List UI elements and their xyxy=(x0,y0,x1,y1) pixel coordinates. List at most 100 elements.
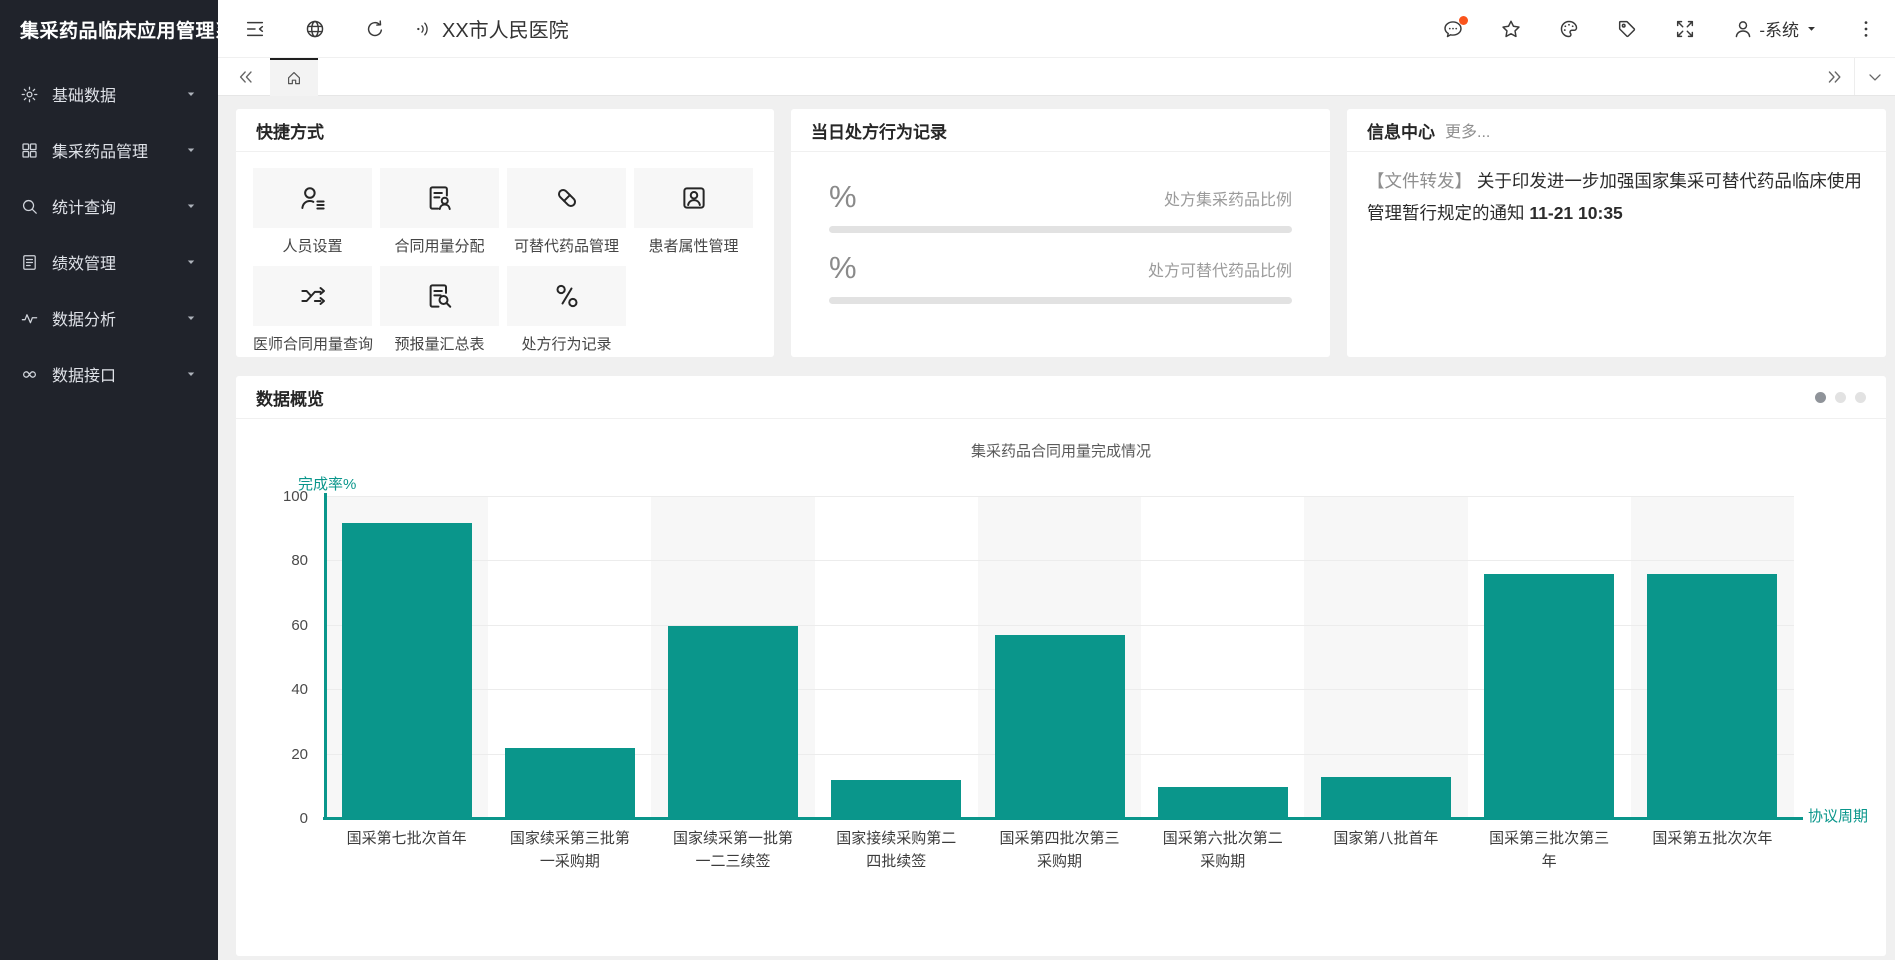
collapse-menu-icon[interactable] xyxy=(244,18,266,40)
y-axis-tick-label: 20 xyxy=(291,745,308,763)
tabs-menu-icon[interactable] xyxy=(1865,67,1885,87)
shortcut-6[interactable]: 预报量汇总表 xyxy=(380,266,499,354)
caret-down-icon xyxy=(184,367,198,381)
tab-home[interactable] xyxy=(270,57,318,96)
sidebar-item-label: 基础数据 xyxy=(52,88,117,105)
chart-bar xyxy=(1647,574,1778,819)
more-options-icon[interactable] xyxy=(1855,18,1877,40)
user-menu[interactable]: -系统 xyxy=(1732,16,1819,41)
shortcut-label: 合同用量分配 xyxy=(394,238,485,255)
sidebar-item-1[interactable]: 基础数据 xyxy=(0,66,218,122)
progress-bar xyxy=(829,297,1292,305)
info-center-card: 信息中心 更多... 【文件转发】 关于印发进一步加强国家集采可替代药品临床使用… xyxy=(1347,109,1886,357)
y-axis-tick-label: 100 xyxy=(282,488,308,505)
sidebar-item-label: 数据分析 xyxy=(52,312,117,329)
user-name: -系统 xyxy=(1759,21,1799,40)
topbar: XX市人民医院 -系统 xyxy=(218,0,1895,57)
shuffle-icon xyxy=(298,281,328,311)
shortcut-tile xyxy=(253,168,372,228)
user-icon xyxy=(1732,18,1754,40)
carousel-dot-1[interactable] xyxy=(1815,391,1826,403)
y-axis-tick-label: 40 xyxy=(291,681,308,699)
info-message-time: 11-21 10:35 xyxy=(1529,202,1623,223)
shortcut-tile xyxy=(380,266,499,326)
link-icon xyxy=(20,365,39,384)
chart-gridline xyxy=(325,560,1794,562)
refresh-icon[interactable] xyxy=(364,18,386,40)
shortcut-5[interactable]: 医师合同用量查询 xyxy=(253,266,374,354)
chart-bar xyxy=(1484,574,1615,819)
caret-down-icon xyxy=(1804,21,1819,36)
y-axis-tick-label: 60 xyxy=(291,616,308,634)
chart-split-band xyxy=(1304,497,1468,819)
sidebar-item-4[interactable]: 绩效管理 xyxy=(0,234,218,290)
carousel-dot-3[interactable] xyxy=(1855,391,1866,403)
shortcut-label: 人员设置 xyxy=(282,238,343,255)
chart-bar xyxy=(831,780,962,819)
data-overview-title: 数据概览 xyxy=(256,389,324,409)
caret-down-icon xyxy=(184,199,198,213)
star-icon[interactable] xyxy=(1500,18,1522,40)
shortcut-tile xyxy=(634,168,753,228)
quick-access-title: 快捷方式 xyxy=(236,109,774,152)
metric-label: 处方可替代药品比例 xyxy=(1147,263,1292,281)
shortcut-7[interactable]: 处方行为记录 xyxy=(507,266,626,354)
chart-bar xyxy=(668,625,799,819)
shortcut-2[interactable]: 合同用量分配 xyxy=(380,168,499,256)
bar-chart: 完成率% 国采第七批次首年 国家续采第三批第 一采购期 国家续采第一批第 一二三续签… xyxy=(236,461,1886,931)
broadcast-icon xyxy=(414,19,434,39)
info-message[interactable]: 【文件转发】 关于印发进一步加强国家集采可替代药品临床使用管理暂行规定的通知 1… xyxy=(1347,152,1886,243)
sidebar-item-2[interactable]: 集采药品管理 xyxy=(0,122,218,178)
shortcut-4[interactable]: 患者属性管理 xyxy=(634,168,753,256)
contract-person-icon xyxy=(425,183,455,213)
chart-plot-area: 国采第七批次首年 国家续采第三批第 一采购期 国家续采第一批第 一二三续签 国家接续采… xyxy=(323,493,1803,870)
sidebar-item-6[interactable]: 数据接口 xyxy=(0,346,218,402)
shortcut-label: 医师合同用量查询 xyxy=(253,336,374,353)
shortcut-3[interactable]: 可替代药品管理 xyxy=(507,168,626,256)
theme-palette-icon[interactable] xyxy=(1558,18,1580,40)
content-area: 快捷方式 人员设置 合同用量分配 可替代药品管理 患者属性管理医师合同用量查询 预报量汇… xyxy=(218,96,1895,960)
data-overview-card: 数据概览 集采药品合同用量完成情况 完成率% 国采第七批次首年 国家续采第三批第 … xyxy=(236,376,1886,956)
chart-gridline xyxy=(325,624,1794,626)
fullscreen-icon[interactable] xyxy=(1674,18,1696,40)
chart-bar xyxy=(504,748,635,819)
hospital-title-group: XX市人民医院 xyxy=(414,14,569,43)
x-axis-category-label: 国采第四批次第三 采购期 xyxy=(999,830,1120,870)
apps-icon xyxy=(20,141,39,160)
shortcut-label: 处方行为记录 xyxy=(521,336,612,353)
chart-gridline xyxy=(325,496,1794,497)
info-center-title: 信息中心 xyxy=(1367,122,1435,142)
hospital-title: XX市人民医院 xyxy=(442,20,569,42)
chart-bar xyxy=(341,522,472,819)
globe-icon[interactable] xyxy=(304,18,326,40)
caret-down-icon xyxy=(184,311,198,325)
shortcut-1[interactable]: 人员设置 xyxy=(253,168,372,256)
patient-badge-icon xyxy=(679,183,709,213)
sidebar-item-5[interactable]: 数据分析 xyxy=(0,290,218,346)
sidebar-item-3[interactable]: 统计查询 xyxy=(0,178,218,234)
metric-2: % 处方可替代药品比例 xyxy=(829,250,1292,305)
data-overview-head: 数据概览 xyxy=(236,376,1886,419)
tabs-scroll-right-icon[interactable] xyxy=(1824,67,1844,87)
progress-bar xyxy=(829,226,1292,234)
x-axis-category-label: 国采第三批次第三 年 xyxy=(1489,830,1610,870)
tag-icon[interactable] xyxy=(1616,18,1638,40)
pulse-icon xyxy=(20,309,39,328)
home-icon xyxy=(285,69,303,87)
metric-top: % 处方可替代药品比例 xyxy=(829,250,1292,286)
sidebar: 集采药品临床应用管理系 基础数据 集采药品管理 统计查询 绩效管理 数据分析 数据接口 xyxy=(0,0,218,960)
metric-value: % xyxy=(829,250,857,286)
tabs-scroll-left-icon[interactable] xyxy=(236,67,256,87)
info-more-link[interactable]: 更多... xyxy=(1445,124,1491,141)
metrics-list: % 处方集采药品比例% 处方可替代药品比例 xyxy=(791,152,1330,305)
metric-top: % 处方集采药品比例 xyxy=(829,179,1292,214)
carousel-dot-2[interactable] xyxy=(1835,391,1846,403)
info-center-head: 信息中心 更多... xyxy=(1347,109,1886,152)
tabbar-right xyxy=(1814,58,1895,95)
metric-label: 处方集采药品比例 xyxy=(1163,192,1292,210)
chart-split-band xyxy=(1141,497,1304,819)
caret-down-icon xyxy=(184,143,198,157)
pill-icon xyxy=(552,183,582,213)
messages-icon[interactable] xyxy=(1442,15,1469,40)
